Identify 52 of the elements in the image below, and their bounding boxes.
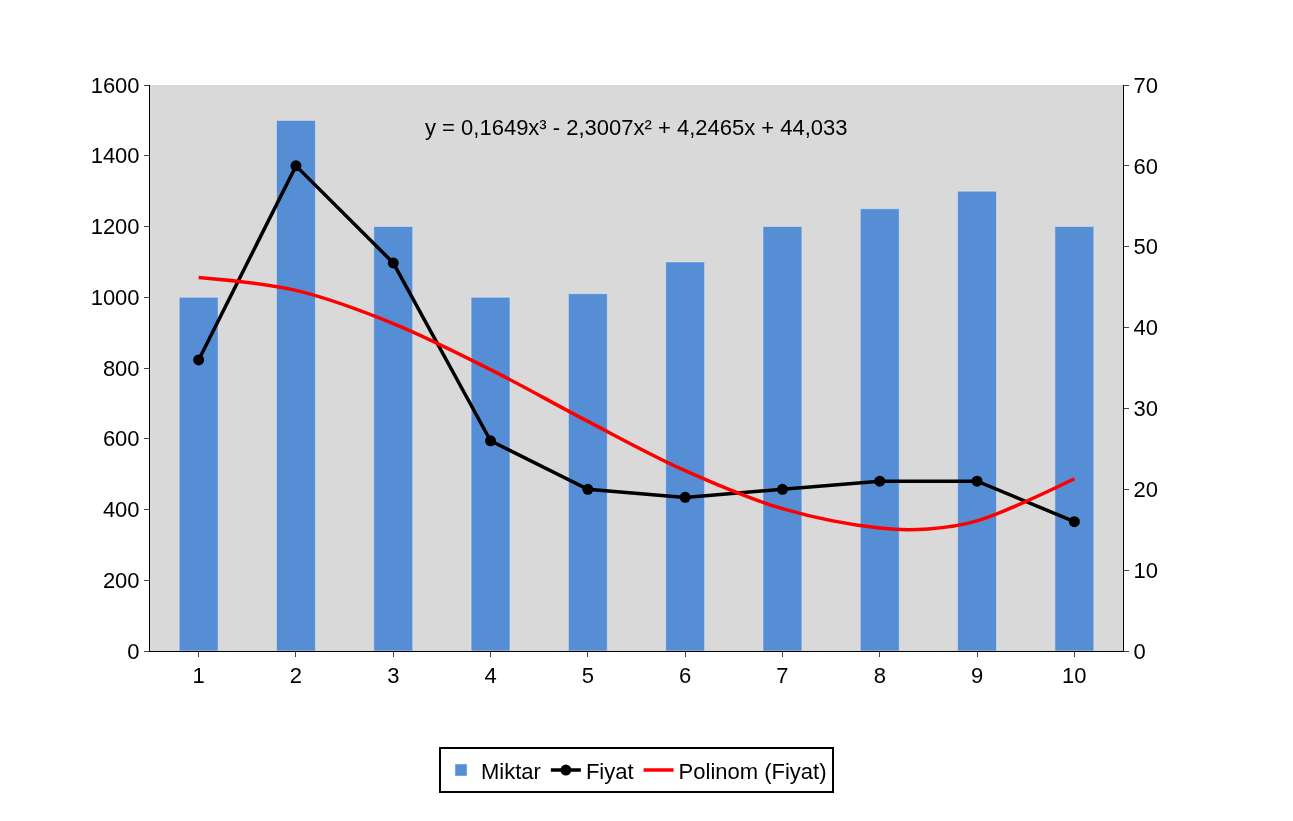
line-series: [196, 275, 1077, 532]
x-tick-label: 10: [1062, 663, 1087, 689]
x-tick-label: 3: [387, 663, 400, 689]
x-tick-label: 5: [581, 663, 594, 689]
bar: [276, 120, 316, 651]
y-tick-label: 0: [127, 638, 140, 664]
bar: [957, 190, 997, 651]
y2-tick-label: 10: [1133, 557, 1158, 583]
bar: [178, 297, 219, 651]
point: [874, 475, 886, 487]
point: [193, 354, 205, 366]
point: [290, 160, 302, 172]
y2-tick-label: 0: [1133, 638, 1146, 664]
bar: [860, 208, 900, 651]
point: [485, 435, 497, 447]
point: [971, 475, 983, 487]
point: [1068, 516, 1080, 528]
x-tick-label: 6: [679, 663, 692, 689]
y2-tick-label: 40: [1133, 315, 1158, 341]
y-tick-label: 1200: [90, 214, 140, 240]
legend-label: Polinom (Fiyat): [678, 758, 827, 784]
annotation: y = 0,1649x³ - 2,3007x² + 4,2465x + 44,033: [425, 115, 848, 140]
bar: [373, 226, 413, 651]
y-tick-label: 800: [102, 355, 140, 381]
y-tick-label: 600: [102, 426, 140, 452]
y-tick-label: 200: [102, 567, 140, 593]
point: [582, 483, 594, 495]
y-tick-label: 1000: [90, 284, 140, 310]
y2-tick-label: 60: [1133, 153, 1158, 179]
y2-tick-label: 20: [1133, 476, 1158, 502]
x-tick-label: 9: [970, 663, 984, 689]
point: [679, 491, 691, 503]
y2-tick-label: 70: [1133, 72, 1158, 98]
y-tick-label: 400: [102, 497, 140, 523]
x-tick-label: 1: [192, 663, 205, 689]
y-tick-label: 1400: [90, 143, 140, 169]
bar: [762, 226, 803, 651]
bar: [665, 261, 705, 651]
y2-tick-label: 50: [1133, 234, 1158, 260]
y-tick-label: 1600: [90, 72, 140, 98]
x-tick-label: 8: [873, 663, 886, 689]
x-tick-label: 4: [484, 663, 497, 689]
point: [776, 483, 788, 495]
bar: [568, 293, 608, 651]
point: [387, 257, 399, 269]
legend-label: Fiyat: [585, 758, 634, 784]
x-tick-label: 2: [289, 663, 303, 689]
legend-label: Miktar: [481, 758, 541, 784]
bar: [470, 297, 511, 651]
x-tick-label: 7: [776, 663, 789, 689]
bar: [1054, 226, 1095, 651]
y2-tick-label: 30: [1133, 396, 1158, 422]
